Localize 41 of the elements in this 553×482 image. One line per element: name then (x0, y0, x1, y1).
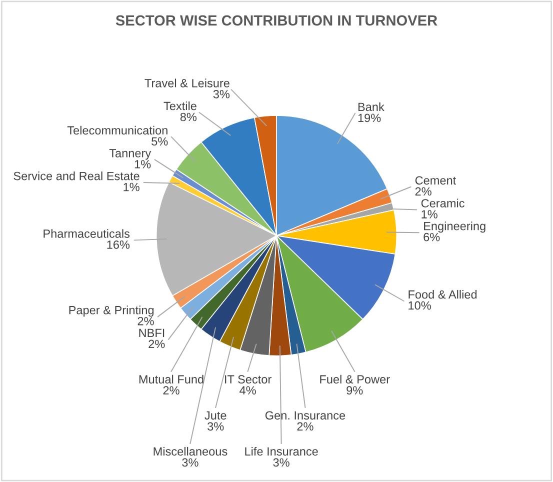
slice-label: Life Insurance (245, 446, 318, 456)
slice-label: Miscellaneous (154, 446, 228, 456)
slice-label: Tannery (109, 149, 152, 160)
data-label: 2% (148, 340, 165, 348)
slice-label: Engineering (424, 222, 486, 233)
data-label: 3% (208, 422, 224, 431)
data-label: 16% (107, 240, 130, 249)
data-label: 6% (424, 232, 440, 242)
slice-label: NBFI (139, 328, 164, 338)
data-label: 3% (213, 90, 230, 98)
slice-label: Paper & Printing (69, 306, 154, 317)
data-label: 8% (180, 112, 197, 122)
data-label: 4% (240, 386, 256, 394)
slice-label: Mutual Fund (139, 374, 204, 384)
data-label: 3% (273, 458, 290, 467)
slice-label: Food & Allied (408, 290, 477, 299)
slice-label: Travel & Leisure (144, 78, 230, 88)
data-label: 2% (138, 316, 154, 326)
slice-label: Textile (164, 101, 196, 110)
chart-title: SECTOR WISE CONTRIBUTION IN TURNOVER (116, 15, 438, 26)
data-label: 1% (124, 182, 140, 192)
slice-label: Ceramic (421, 198, 464, 208)
slice-label: IT Sector (225, 375, 272, 384)
data-label: 19% (358, 114, 381, 122)
data-label: 1% (422, 210, 438, 218)
data-label: 2% (297, 422, 314, 431)
data-label: 9% (346, 386, 363, 395)
data-label: 10% (408, 301, 431, 310)
slice-label: Service and Real Estate (14, 172, 140, 180)
slice-label: Gen. Insurance (265, 411, 346, 420)
slice-label: Telecommunication (67, 126, 168, 135)
data-label: 2% (415, 187, 432, 196)
slice-label: Bank (358, 102, 384, 112)
slice-label: Fuel & Power (320, 374, 390, 384)
slice-label: Cement (415, 176, 456, 185)
data-label: 3% (182, 458, 198, 467)
slice-label: Pharmaceuticals (44, 229, 130, 238)
data-label: 1% (134, 160, 151, 168)
slice-label: Jute (204, 411, 226, 420)
data-label: 2% (163, 386, 180, 394)
data-label: 5% (152, 137, 168, 146)
